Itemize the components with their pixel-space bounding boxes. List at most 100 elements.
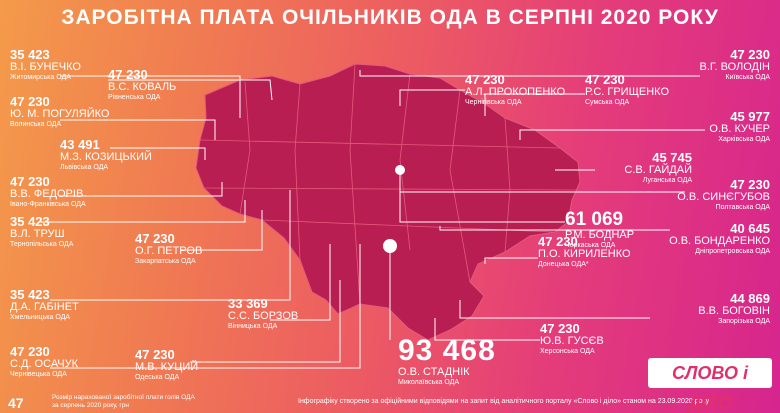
official-value: 47 230 (108, 67, 148, 82)
official-value: 47 230 (540, 321, 580, 336)
official-name: Р.М. БОДНАР (565, 229, 635, 241)
official-value: 33 369 (228, 296, 268, 311)
leader-line (60, 182, 223, 197)
official-region: Закарпатська ОДА (135, 258, 196, 265)
official-region: Херсонська ОДА (540, 348, 595, 355)
official-name: В.С. КОВАЛЬ (108, 81, 177, 93)
official-value: 47 230 (730, 177, 770, 192)
leader-dots (383, 165, 405, 253)
official-value: 47 230 (135, 231, 175, 246)
official-value: 47 230 (10, 94, 50, 109)
leader-line (180, 210, 263, 251)
official-value: 35 423 (10, 214, 50, 229)
leader-line (519, 129, 705, 140)
official-name: В.В. ФЕДОРІВ (10, 188, 84, 200)
official-region: Донецька ОДА* (538, 261, 589, 268)
official-name: С.Д. ОСАЧУК (10, 358, 79, 370)
official-name: О.Г. ПЕТРОВ (135, 245, 203, 257)
official-value: 47 230 (585, 72, 625, 87)
official-label: 47 230 О.В. СИНЄГУБОВ Полтавська ОДА (677, 178, 770, 211)
official-region: Хмельницька ОДА (10, 314, 71, 321)
official-name: П.О. КИРИЛЕНКО (538, 248, 631, 260)
official-name: В.Л. ТРУШ (10, 228, 65, 240)
official-value: 47 230 (465, 72, 505, 87)
page-title: ЗАРОБІТНА ПЛАТА ОЧІЛЬНИКІВ ОДА В СЕРПНІ … (61, 6, 719, 29)
leader-line (434, 318, 540, 341)
official-label: 40 645 О.В. БОНДАРЕНКО Дніпропетровська ОД… (669, 222, 770, 255)
official-region: Львівська ОДА (60, 164, 109, 171)
official-label: 47 230 О.Г. ПЕТРОВ Закарпатська ОДА (135, 232, 202, 265)
official-name: Ю.В. ГУСЄВ (540, 335, 604, 347)
official-label: 47 230 А.Л. ПРОКОПЕНКО Чернігівська ОДА (465, 73, 565, 106)
official-value: 47 230 (730, 47, 770, 62)
official-label: 93 468 О.В. СТАДНІК Миколаївська ОДА (398, 334, 496, 387)
leader-line (108, 79, 273, 101)
official-name: С.В. ГАЙДАЙ (624, 164, 692, 176)
official-label: 35 423 Д.А. ГАБІНЕТ Хмельницька ОДА (10, 288, 79, 321)
official-label: 47 230 М.В. КУЦИЙ Одеська ОДА (135, 348, 198, 381)
official-region: Вінницька ОДА (228, 323, 278, 330)
leader-line (399, 170, 565, 223)
leader-line (399, 89, 465, 106)
official-region: Луганська ОДА (642, 177, 692, 184)
leader-dot (395, 165, 405, 175)
official-label: 47 230 Ю.В. ГУСЄВ Херсонська ОДА (540, 322, 604, 355)
leader-line (270, 244, 331, 321)
official-label: 45 745 С.В. ГАЙДАЙ Луганська ОДА (624, 151, 692, 184)
official-label: 35 423 В.Л. ТРУШ Тернопільська ОДА (10, 215, 73, 248)
leader-line (60, 75, 241, 118)
official-region: Полтавська ОДА (715, 204, 770, 211)
official-region: Івано-Франківська ОДА (10, 201, 86, 208)
official-name: В.Г. ВОЛОДІН (699, 61, 770, 73)
official-region: Дніпропетровська ОДА (695, 248, 770, 255)
official-label: 61 069 Р.М. БОДНАР Черкаська ОДА (565, 210, 634, 249)
leader-line (359, 70, 700, 77)
official-value: 44 869 (730, 291, 770, 306)
official-name: Д.А. ГАБІНЕТ (10, 301, 79, 313)
leader-line (60, 119, 216, 140)
brand-logo: СЛОВО і ДІЛО (648, 358, 772, 413)
official-value: 45 745 (652, 150, 692, 165)
leader-line (439, 226, 670, 231)
official-region: Рівненська ОДА (108, 94, 161, 101)
official-value: 47 230 (538, 234, 578, 249)
official-name: А.Л. ПРОКОПЕНКО (465, 86, 566, 98)
official-value: 35 423 (10, 47, 50, 62)
official-label: 47 230 Р.С. ГРИЩЕНКО Сумська ОДА (585, 73, 669, 106)
leader-lines (40, 70, 705, 369)
footer-text: Розмір нарахованої заробітної плати голі… (52, 394, 195, 410)
official-value: 43 491 (60, 137, 100, 152)
official-value: 35 423 (10, 287, 50, 302)
official-name: М.В. КУЦИЙ (135, 361, 199, 373)
official-label: 35 423 В.І. БУНЕЧКО Житомирська ОДА (10, 48, 81, 81)
leader-line (40, 200, 246, 223)
leader-line (459, 300, 650, 319)
official-name: О.В. СТАДНІК (398, 366, 470, 378)
official-region: Запорізька ОДА (718, 318, 770, 325)
official-region: Київська ОДА (725, 74, 770, 81)
official-label: 43 491 М.З. КОЗИЦЬКИЙ Львівська ОДА (60, 138, 152, 171)
official-region: Харківська ОДА (718, 136, 770, 143)
official-region: Волинська ОДА (10, 121, 62, 128)
leader-dot (383, 239, 397, 253)
official-region: Сумська ОДА (585, 99, 630, 106)
footer-value: 47 230 (8, 395, 31, 413)
official-region: Черкаська ОДА (565, 242, 616, 249)
source-note: Інфографіку створено за офіційними відпо… (298, 398, 710, 405)
official-value: 45 977 (730, 109, 770, 124)
official-label: 47 230 В.Г. ВОЛОДІН Київська ОДА (699, 48, 770, 81)
official-value: 40 645 (730, 221, 770, 236)
official-value: 93 468 (398, 334, 496, 367)
leader-line (50, 190, 291, 301)
official-label: 47 230 В.С. КОВАЛЬ Рівненська ОДА (108, 68, 176, 101)
official-value: 61 069 (565, 209, 624, 230)
leader-line (50, 244, 361, 369)
official-region: Житомирська ОДА (10, 74, 71, 81)
official-name: О.В. СИНЄГУБОВ (677, 191, 770, 203)
official-name: В.В. БОГОВІН (698, 305, 770, 317)
official-region: Тернопільська ОДА (10, 241, 74, 248)
official-name: Ю. М. ПОГУЛЯЙКО (10, 108, 110, 120)
official-name: Р.С. ГРИЩЕНКО (585, 86, 670, 98)
